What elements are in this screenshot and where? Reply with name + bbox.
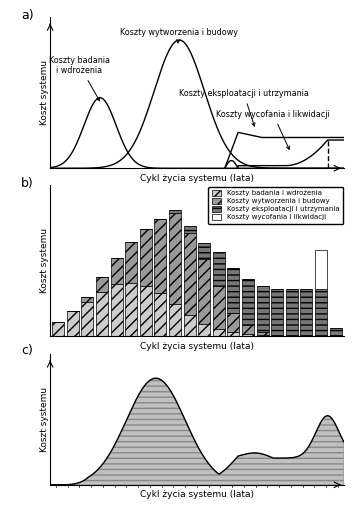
X-axis label: Cykl życia systemu (lata): Cykl życia systemu (lata): [140, 174, 254, 183]
Text: Koszty eksploatacji i utrzymania: Koszty eksploatacji i utrzymania: [179, 89, 309, 126]
Bar: [169, 304, 181, 336]
Bar: [184, 233, 195, 314]
Bar: [111, 284, 122, 336]
Bar: [81, 297, 93, 302]
Text: Koszty wytworzenia i budowy: Koszty wytworzenia i budowy: [120, 28, 238, 43]
Legend: Koszty badania i wdrożenia, Koszty wytworzenia i budowy, Koszty eksploatacji i u: Koszty badania i wdrożenia, Koszty wytwo…: [208, 187, 343, 224]
Bar: [184, 226, 195, 233]
Text: Koszty wycofania i likwidacji: Koszty wycofania i likwidacji: [216, 110, 330, 149]
Bar: [213, 252, 225, 286]
Text: b): b): [21, 177, 34, 190]
Bar: [154, 219, 166, 293]
Bar: [257, 332, 268, 335]
Bar: [300, 289, 313, 335]
Bar: [257, 286, 268, 332]
Bar: [111, 258, 122, 284]
Bar: [286, 335, 298, 336]
Bar: [227, 332, 240, 336]
Bar: [330, 335, 342, 336]
Y-axis label: Koszt systemu: Koszt systemu: [40, 228, 49, 293]
Bar: [300, 335, 313, 336]
Bar: [271, 335, 283, 336]
Bar: [96, 277, 108, 291]
Bar: [125, 283, 137, 336]
X-axis label: Cykl życia systemu (lata): Cykl życia systemu (lata): [140, 490, 254, 499]
Bar: [52, 322, 64, 336]
Y-axis label: Koszt systemu: Koszt systemu: [40, 60, 49, 125]
Bar: [125, 242, 137, 283]
Bar: [330, 328, 342, 335]
Bar: [154, 293, 166, 336]
Bar: [81, 302, 93, 336]
Bar: [198, 244, 210, 260]
Bar: [315, 335, 327, 336]
Bar: [227, 313, 240, 332]
Text: Koszty badania
i wdrożenia: Koszty badania i wdrożenia: [49, 56, 110, 101]
Bar: [184, 314, 195, 336]
Bar: [315, 289, 327, 335]
Bar: [198, 260, 210, 324]
Bar: [242, 334, 254, 336]
Bar: [227, 268, 240, 313]
Bar: [198, 324, 210, 336]
Bar: [96, 291, 108, 336]
Bar: [257, 335, 268, 336]
Text: a): a): [21, 9, 33, 23]
Bar: [169, 210, 181, 213]
Bar: [213, 329, 225, 336]
Bar: [242, 325, 254, 334]
Bar: [315, 250, 327, 289]
Y-axis label: Koszt systemu: Koszt systemu: [40, 387, 49, 452]
Bar: [242, 279, 254, 325]
Bar: [271, 289, 283, 335]
Text: c): c): [21, 344, 33, 357]
Bar: [169, 213, 181, 304]
Bar: [67, 311, 79, 336]
Bar: [140, 286, 152, 336]
Bar: [140, 229, 152, 286]
X-axis label: Cykl życia systemu (lata): Cykl życia systemu (lata): [140, 342, 254, 350]
Bar: [286, 289, 298, 335]
Bar: [213, 286, 225, 329]
